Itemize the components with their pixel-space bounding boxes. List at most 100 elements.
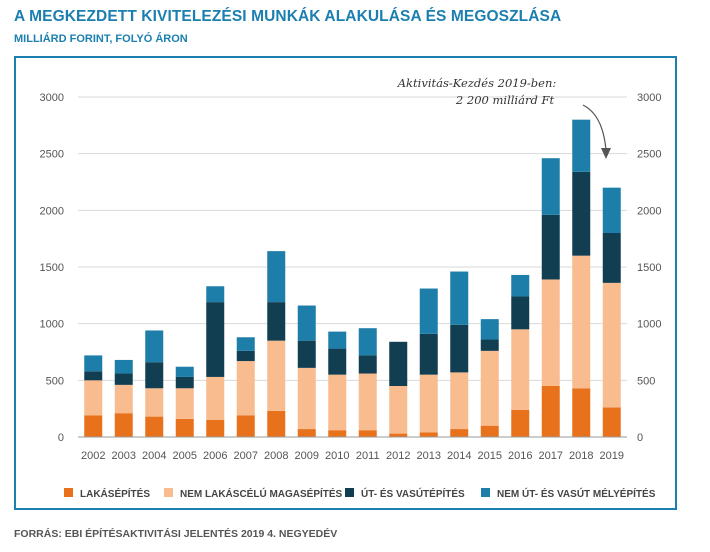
bar-segment-1 [236,361,255,416]
bar-segment-3 [236,337,255,351]
bar-segment-3 [175,366,194,377]
bar-segment-0 [389,433,408,437]
y-tick-label-right: 1500 [637,262,661,274]
bar-segment-1 [602,282,621,408]
x-tick-label: 2016 [508,450,532,462]
bar-segment-1 [419,374,438,433]
bar-segment-2 [511,296,530,330]
bar-segment-1 [297,367,316,430]
bars [84,119,621,437]
x-tick-label: 2007 [234,450,258,462]
annotation-arrow [582,104,607,151]
legend: LAKÁSÉPÍTÉS NEM LAKÁSCÉLÚ MAGASÉPÍTÉS ÚT- … [64,487,656,500]
bar-segment-2 [114,373,133,385]
y-tick-label-left: 500 [46,375,64,387]
bar-segment-1 [84,380,103,416]
y-tick-label-right: 0 [637,432,643,444]
annotation-line-1: Aktivitás-Kezdés 2019-ben: [397,76,557,90]
bar-segment-2 [572,171,591,256]
legend-swatch [64,488,73,497]
bar-segment-0 [84,415,103,437]
bar-segment-0 [511,409,530,437]
x-tick-label: 2004 [142,450,166,462]
bar-segment-3 [328,331,347,349]
x-tick-label: 2017 [539,450,563,462]
bar-segment-2 [175,376,194,389]
bar-segment-0 [114,413,133,437]
bar-segment-0 [206,420,225,437]
legend-swatch [164,488,173,497]
bar-segment-3 [84,355,103,372]
annotation-arrowhead [601,148,611,159]
x-tick-label: 2002 [81,450,105,462]
bar-segment-0 [480,425,499,437]
chart-subtitle: MILLIÁRD FORINT, FOLYÓ ÁRON [14,33,188,45]
bar-segment-1 [541,279,560,386]
bar-segment-2 [328,348,347,375]
y-tick-label-right: 1000 [637,319,661,331]
bar-segment-3 [358,328,377,356]
x-tick-label: 2018 [569,450,593,462]
bar-segment-0 [297,429,316,437]
bar-segment-2 [602,233,621,283]
bar-segment-0 [358,430,377,437]
x-tick-label: 2003 [112,450,136,462]
bar-segment-2 [541,214,560,280]
x-tick-label: 2009 [295,450,319,462]
y-tick-label-right: 3000 [637,92,661,104]
bar-segment-1 [511,329,530,410]
bar-segment-1 [206,376,225,420]
y-tick-label-left: 0 [58,432,64,444]
bar-segment-3 [572,119,591,172]
grid-lines [78,96,627,381]
bar-segment-3 [297,305,316,341]
bar-segment-2 [480,339,499,351]
chart-frame [14,56,677,510]
bar-segment-2 [358,355,377,374]
x-tick-label: 2019 [600,450,624,462]
y-tick-label-right: 2000 [637,205,661,217]
bar-segment-1 [114,384,133,414]
bar-segment-2 [450,324,469,373]
y-tick-label-left: 2000 [40,205,64,217]
bar-segment-0 [328,430,347,437]
bar-segment-2 [389,341,408,386]
legend-label: NEM LAKÁSCÉLÚ MAGASÉPÍTÉS [180,487,343,500]
bar-segment-3 [267,251,286,303]
bar-segment-2 [84,371,103,381]
legend-swatch [345,488,354,497]
x-tick-label: 2006 [203,450,227,462]
legend-label: NEM ÚT- ÉS VASÚT MÉLYÉPÍTÉS [497,487,656,500]
bar-segment-2 [236,350,255,362]
bar-segment-3 [114,359,133,374]
bar-segment-2 [145,362,164,389]
bar-segment-3 [511,274,530,297]
x-tick-label: 2008 [264,450,288,462]
bar-segment-2 [297,340,316,368]
bar-segment-0 [236,415,255,437]
bar-segment-1 [358,373,377,431]
bar-segment-1 [480,350,499,426]
y-tick-label-right: 2500 [637,149,661,161]
bar-segment-1 [145,388,164,417]
bar-segment-0 [450,429,469,437]
bar-segment-3 [480,319,499,340]
bar-segment-3 [206,286,225,303]
chart-title: A MEGKEZDETT KIVITELEZÉSI MUNKÁK ALAKULÁ… [14,8,562,25]
bar-segment-2 [419,333,438,375]
bar-segment-0 [541,386,560,437]
bar-segment-0 [145,416,164,437]
bar-segment-1 [450,372,469,430]
bar-segment-3 [450,271,469,325]
bar-segment-1 [175,388,194,419]
legend-swatch [481,488,490,497]
x-tick-label: 2012 [386,450,410,462]
bar-segment-1 [267,340,286,411]
y-tick-label-right: 500 [637,375,655,387]
y-tick-label-left: 2500 [40,149,64,161]
bar-segment-3 [145,330,164,363]
bar-segment-0 [175,418,194,437]
axes: 0 0 500 500 1000 1000 1500 1500 2000 2000 2500 2500… [40,92,662,462]
legend-label: ÚT- ÉS VASÚTÉPÍTÉS [361,487,465,500]
